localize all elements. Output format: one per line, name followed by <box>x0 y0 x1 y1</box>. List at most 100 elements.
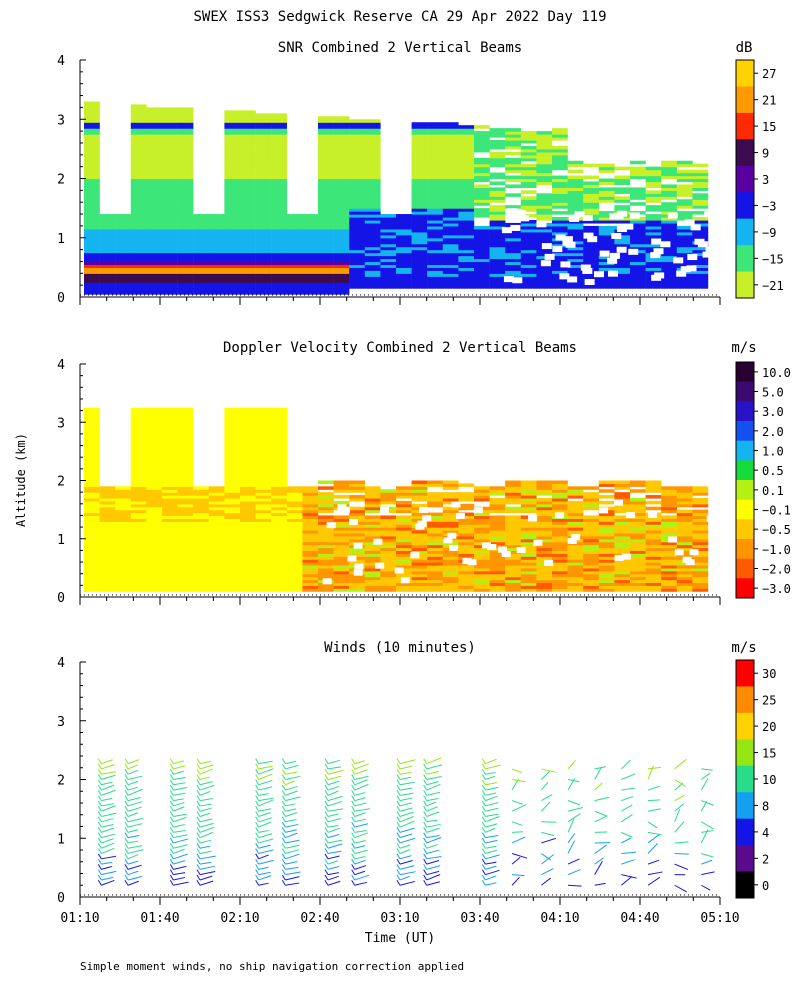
wind-barb <box>399 880 415 886</box>
snr-cell <box>302 214 319 218</box>
snr-cell <box>333 181 350 186</box>
snr-cell <box>661 202 677 206</box>
snr-cell <box>505 175 521 180</box>
snr-cell <box>583 211 599 215</box>
snr-cell <box>583 202 599 206</box>
velocity-cell <box>130 515 147 519</box>
velocity-cell <box>146 564 163 569</box>
velocity-cell <box>333 480 350 485</box>
velocity-cell <box>614 532 631 537</box>
velocity-cell <box>271 512 287 517</box>
snr-cell <box>240 139 256 144</box>
snr-cell <box>536 134 553 138</box>
wind-barb <box>541 768 556 773</box>
snr-cell <box>333 128 350 132</box>
snr-cell <box>162 240 178 245</box>
velocity-cell <box>84 515 100 519</box>
snr-cell <box>474 125 490 129</box>
velocity-cell <box>442 506 459 511</box>
snr-cell <box>240 249 256 254</box>
snr-cell <box>692 199 709 203</box>
velocity-cell <box>99 562 116 566</box>
velocity-cell <box>240 585 256 589</box>
snr-cell <box>692 234 709 239</box>
velocity-cell <box>271 495 287 499</box>
velocity-cell <box>442 541 459 546</box>
colorbar-label: 27 <box>762 67 776 81</box>
velocity-cell <box>115 535 131 540</box>
snr-cell <box>458 222 475 227</box>
wind-barb-flag <box>481 858 486 865</box>
wind-barb <box>700 778 709 791</box>
velocity-cell <box>630 582 646 586</box>
snr-cell <box>583 264 599 268</box>
velocity-cell <box>427 544 443 549</box>
velocity-cell <box>162 468 178 473</box>
wind-barb <box>399 807 413 812</box>
velocity-cell <box>240 480 256 485</box>
snr-cell <box>661 166 677 171</box>
snr-cell <box>146 169 163 174</box>
snr-cell <box>364 128 381 132</box>
wind-barb <box>101 812 116 818</box>
colorbar-label: 15 <box>762 120 776 134</box>
snr-cell <box>255 160 272 165</box>
velocity-cell <box>318 585 334 589</box>
velocity-cell <box>567 564 584 569</box>
wind-barb <box>327 843 343 849</box>
snr-cell <box>567 282 584 286</box>
velocity-cell <box>349 556 365 560</box>
wind-barb-flag <box>481 832 486 838</box>
velocity-cell <box>240 509 256 514</box>
snr-cell <box>177 211 194 215</box>
velocity-cell <box>458 573 475 578</box>
velocity-cell <box>380 559 397 563</box>
snr-cell <box>442 234 459 239</box>
snr-cell <box>177 202 194 206</box>
snr-cell <box>224 131 241 135</box>
snr-cell <box>240 166 256 171</box>
wind-barb-flag <box>97 821 102 828</box>
velocity-cell <box>676 530 693 534</box>
snr-cell <box>130 246 147 251</box>
snr-cell <box>458 202 475 206</box>
colorbar-swatch <box>736 440 754 461</box>
snr-gap <box>587 236 598 243</box>
wind-barb-flag <box>255 827 260 833</box>
velocity-cell <box>536 486 553 490</box>
velocity-cell <box>162 515 178 519</box>
velocity-cell <box>302 576 319 581</box>
snr-cell <box>692 175 709 180</box>
wind-barb <box>127 801 143 807</box>
wind-barb-flag <box>97 848 102 854</box>
velocity-cell <box>255 567 272 572</box>
snr-cell <box>115 249 131 254</box>
snr-cell <box>661 264 677 268</box>
snr-cell <box>536 273 553 277</box>
snr-cell <box>583 261 599 266</box>
velocity-gap <box>498 546 508 553</box>
velocity-cell <box>442 579 459 584</box>
wind-barb-flag <box>351 864 356 870</box>
velocity-cell <box>193 562 209 566</box>
velocity-cell <box>208 559 225 563</box>
snr-cell <box>208 291 225 295</box>
velocity-cell <box>552 492 568 496</box>
wind-barb <box>327 860 338 865</box>
snr-cell <box>442 187 459 191</box>
wind-barb <box>101 803 114 807</box>
snr-cell <box>583 273 599 277</box>
velocity-cell <box>333 538 350 543</box>
velocity-cell <box>349 553 365 557</box>
wind-barb <box>700 801 708 812</box>
snr-cell <box>442 246 459 251</box>
snr-cell <box>567 160 584 165</box>
snr-cell <box>630 231 646 236</box>
snr-cell <box>84 169 100 174</box>
velocity-cell <box>255 521 272 525</box>
snr-cell <box>364 175 381 180</box>
velocity-cell <box>661 500 677 505</box>
velocity-cell <box>271 442 287 447</box>
velocity-cell <box>224 425 241 429</box>
velocity-cell <box>598 585 615 589</box>
